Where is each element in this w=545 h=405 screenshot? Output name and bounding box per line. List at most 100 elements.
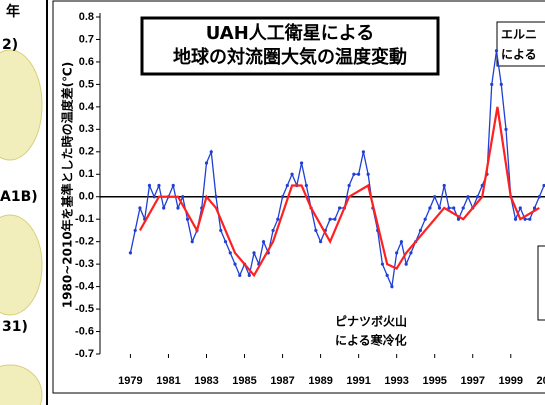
- data-point: [452, 206, 456, 210]
- y-tick-label: -0.5: [75, 303, 94, 315]
- data-point: [461, 206, 465, 210]
- annotation: ピナツボ火山: [335, 314, 407, 329]
- data-point: [271, 228, 275, 233]
- x-tick-label: 1987: [270, 375, 294, 387]
- data-point: [499, 82, 503, 86]
- data-point: [437, 206, 442, 210]
- x-tick-label: 1997: [460, 375, 484, 387]
- x-tick-label: 1989: [308, 375, 332, 387]
- data-point: [395, 251, 399, 255]
- data-point: [228, 251, 232, 255]
- data-point: [304, 183, 308, 188]
- data-point: [542, 183, 545, 188]
- data-point: [152, 195, 156, 199]
- data-point: [219, 228, 223, 233]
- data-point: [366, 172, 370, 176]
- panel-label: 年: [6, 3, 20, 20]
- data-point: [433, 195, 437, 199]
- data-point: [247, 273, 251, 277]
- data-point: [328, 217, 332, 221]
- data-point: [532, 206, 537, 210]
- series-line: [138, 106, 540, 278]
- data-point: [185, 217, 190, 221]
- x-tick-label: 1993: [384, 375, 408, 387]
- data-point: [409, 251, 413, 255]
- y-tick-label: 0.3: [79, 123, 94, 135]
- data-point: [528, 217, 532, 221]
- y-tick-label: 0.1: [79, 168, 94, 180]
- y-tick-label: -0.6: [75, 325, 94, 337]
- data-point: [428, 206, 432, 210]
- data-point: [475, 195, 480, 199]
- y-tick-label: -0.7: [75, 348, 94, 360]
- data-point: [456, 217, 461, 221]
- data-point: [361, 150, 365, 154]
- panel-label: A1B): [0, 189, 38, 205]
- data-point: [466, 195, 470, 199]
- x-tick-label: 1983: [194, 375, 218, 387]
- data-point: [204, 161, 209, 165]
- x-tick-label: 1995: [422, 375, 446, 387]
- y-tick-label: 0.7: [79, 33, 94, 45]
- x-tick-label: 1999: [499, 375, 523, 387]
- data-point: [138, 206, 142, 210]
- data-point: [209, 150, 213, 154]
- data-point: [352, 172, 356, 176]
- data-point: [380, 262, 385, 266]
- data-point: [447, 206, 451, 210]
- x-tick-label: 1985: [232, 375, 256, 387]
- chart-title: 地球の対流圏大気の温度変動: [173, 46, 407, 68]
- chart-title: UAH人工衛星による: [206, 22, 375, 44]
- panel-label: 31): [2, 319, 28, 335]
- y-tick-label: -0.2: [75, 236, 94, 248]
- data-point: [238, 273, 242, 277]
- y-tick-label: 0.4: [79, 101, 95, 113]
- data-point: [276, 217, 280, 221]
- data-point: [128, 251, 133, 255]
- data-point: [504, 127, 508, 131]
- title-box: [140, 16, 440, 76]
- y-tick-label: -0.4: [75, 281, 95, 293]
- globe: [0, 214, 43, 316]
- x-tick-label: 1981: [156, 375, 180, 387]
- data-point: [157, 183, 161, 188]
- data-point: [147, 183, 152, 188]
- data-point: [518, 206, 522, 210]
- y-tick-label: 0.2: [79, 146, 94, 158]
- data-point: [333, 217, 337, 221]
- data-point: [442, 183, 446, 188]
- data-point: [133, 228, 137, 233]
- data-point: [390, 285, 394, 289]
- data-point: [280, 195, 285, 199]
- data-point: [423, 217, 427, 221]
- data-point: [171, 183, 175, 188]
- x-tick-label: 1991: [346, 375, 370, 387]
- data-point: [233, 262, 237, 266]
- data-point: [223, 240, 228, 244]
- y-tick-label: -0.1: [75, 213, 94, 225]
- data-point: [261, 240, 266, 244]
- data-point: [176, 206, 180, 210]
- y-tick-label: 0.0: [79, 191, 94, 203]
- data-point: [299, 161, 304, 165]
- data-point: [537, 195, 541, 199]
- data-point: [404, 262, 408, 266]
- data-point: [494, 49, 499, 53]
- annotation-box: [537, 245, 545, 321]
- data-point: [181, 195, 185, 199]
- annotation: による: [501, 48, 537, 62]
- data-point: [513, 217, 518, 221]
- data-point: [338, 206, 342, 210]
- data-point: [214, 195, 218, 199]
- data-point: [399, 240, 404, 244]
- y-tick-label: 0.6: [79, 56, 94, 68]
- panel-label: 2): [2, 37, 18, 53]
- data-point: [190, 240, 194, 244]
- chart-frame: [52, 0, 545, 394]
- x-tick-label: 2001: [537, 375, 545, 387]
- globe: [0, 364, 43, 405]
- data-point: [523, 217, 527, 221]
- y-tick-label: 0.5: [79, 78, 94, 90]
- data-point: [162, 206, 166, 210]
